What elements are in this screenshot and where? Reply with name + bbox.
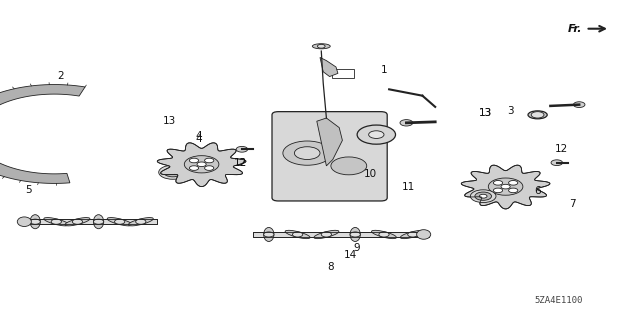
Text: 14: 14 bbox=[344, 250, 357, 260]
Text: 2: 2 bbox=[58, 71, 64, 81]
Circle shape bbox=[168, 170, 177, 174]
Circle shape bbox=[264, 232, 274, 237]
Circle shape bbox=[408, 232, 418, 237]
Polygon shape bbox=[0, 85, 85, 183]
Ellipse shape bbox=[314, 230, 339, 239]
Circle shape bbox=[470, 190, 496, 203]
Circle shape bbox=[531, 112, 544, 118]
Polygon shape bbox=[461, 165, 550, 209]
Ellipse shape bbox=[285, 230, 310, 239]
Polygon shape bbox=[320, 57, 338, 77]
Circle shape bbox=[357, 125, 396, 144]
Circle shape bbox=[292, 232, 303, 237]
Circle shape bbox=[30, 219, 40, 224]
Ellipse shape bbox=[44, 218, 68, 226]
Circle shape bbox=[321, 232, 332, 237]
Text: 12: 12 bbox=[234, 158, 246, 168]
Text: 11: 11 bbox=[402, 182, 415, 192]
Text: 13: 13 bbox=[479, 108, 492, 118]
Ellipse shape bbox=[417, 230, 431, 239]
Circle shape bbox=[479, 194, 487, 198]
Circle shape bbox=[189, 158, 198, 163]
Text: 3: 3 bbox=[508, 106, 514, 116]
Circle shape bbox=[369, 131, 384, 138]
Circle shape bbox=[115, 219, 125, 224]
Circle shape bbox=[573, 102, 585, 108]
Circle shape bbox=[205, 166, 214, 170]
Circle shape bbox=[184, 156, 219, 173]
Ellipse shape bbox=[372, 230, 396, 239]
Text: 10: 10 bbox=[364, 169, 376, 179]
Text: 8: 8 bbox=[327, 262, 333, 272]
Text: 1: 1 bbox=[381, 65, 387, 75]
Circle shape bbox=[136, 219, 146, 224]
Text: 4: 4 bbox=[195, 131, 202, 141]
Bar bbox=[253, 232, 429, 237]
Bar bbox=[332, 69, 354, 78]
Ellipse shape bbox=[528, 111, 547, 119]
Circle shape bbox=[509, 181, 518, 185]
Circle shape bbox=[501, 184, 510, 189]
Text: 12: 12 bbox=[234, 158, 246, 168]
Ellipse shape bbox=[93, 215, 104, 229]
Circle shape bbox=[331, 157, 367, 175]
Circle shape bbox=[379, 232, 389, 237]
Text: 4: 4 bbox=[195, 134, 202, 144]
Circle shape bbox=[283, 141, 332, 165]
Ellipse shape bbox=[30, 215, 40, 229]
Ellipse shape bbox=[401, 230, 425, 239]
Circle shape bbox=[475, 192, 492, 200]
Text: 13: 13 bbox=[479, 108, 492, 118]
Circle shape bbox=[159, 165, 187, 179]
Text: 13: 13 bbox=[163, 115, 176, 126]
Circle shape bbox=[509, 188, 518, 193]
Bar bbox=[19, 219, 157, 224]
Bar bbox=[253, 232, 429, 237]
Circle shape bbox=[72, 219, 83, 224]
Text: Fr.: Fr. bbox=[568, 24, 582, 34]
Circle shape bbox=[93, 219, 104, 224]
Circle shape bbox=[400, 120, 413, 126]
Ellipse shape bbox=[129, 218, 153, 226]
Text: 7: 7 bbox=[569, 199, 575, 209]
Circle shape bbox=[294, 147, 320, 160]
Ellipse shape bbox=[65, 218, 90, 226]
Circle shape bbox=[197, 162, 206, 167]
Circle shape bbox=[51, 219, 61, 224]
Circle shape bbox=[350, 232, 360, 237]
Circle shape bbox=[551, 160, 563, 166]
Circle shape bbox=[164, 168, 182, 177]
Ellipse shape bbox=[350, 227, 360, 241]
Circle shape bbox=[205, 158, 214, 163]
Text: 6: 6 bbox=[534, 186, 541, 196]
Ellipse shape bbox=[312, 44, 330, 49]
Polygon shape bbox=[317, 118, 342, 166]
Text: 5ZA4E1100: 5ZA4E1100 bbox=[534, 296, 582, 305]
Circle shape bbox=[488, 178, 523, 195]
Bar bbox=[19, 219, 157, 224]
Circle shape bbox=[493, 181, 502, 185]
Polygon shape bbox=[157, 143, 246, 187]
Circle shape bbox=[236, 146, 248, 152]
Ellipse shape bbox=[17, 217, 31, 226]
Circle shape bbox=[317, 44, 325, 48]
Text: 12: 12 bbox=[556, 144, 568, 154]
Ellipse shape bbox=[108, 218, 132, 226]
Ellipse shape bbox=[264, 227, 274, 241]
Circle shape bbox=[189, 166, 198, 170]
Text: 5: 5 bbox=[26, 185, 32, 195]
FancyBboxPatch shape bbox=[272, 112, 387, 201]
Text: 9: 9 bbox=[354, 243, 360, 253]
Circle shape bbox=[493, 188, 502, 193]
